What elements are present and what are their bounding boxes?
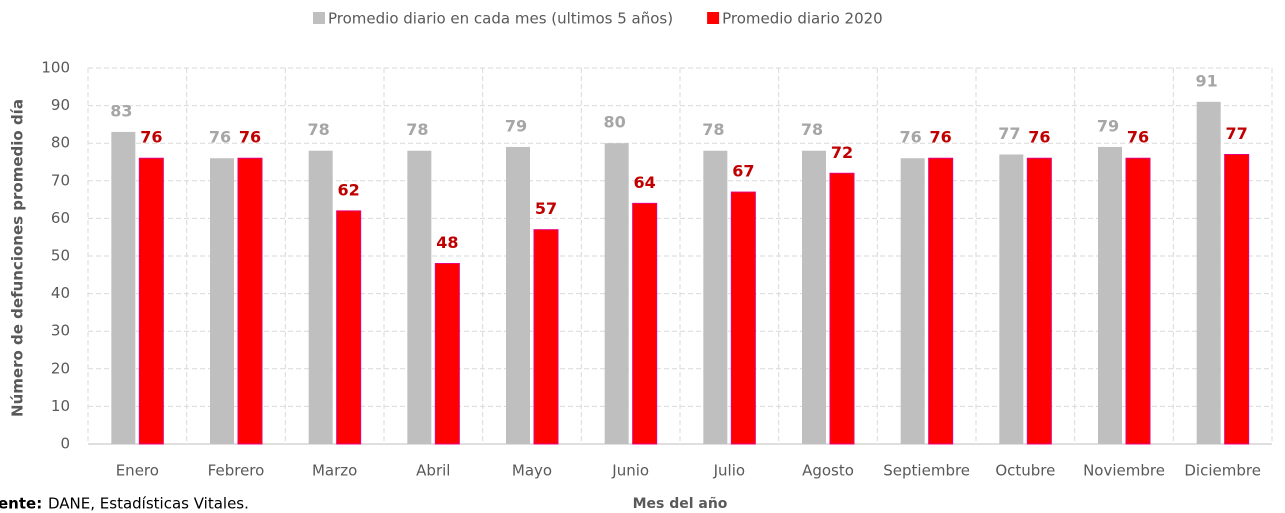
data-label: 83 (110, 101, 132, 120)
bar (533, 229, 559, 445)
bar (829, 172, 855, 445)
x-tick-label: Enero (116, 462, 159, 480)
bar (703, 150, 728, 444)
x-tick-label: Junio (611, 462, 649, 480)
data-label: 76 (1028, 128, 1050, 147)
bar (1098, 146, 1122, 444)
data-label: 76 (930, 128, 952, 147)
x-tick-label: Agosto (802, 462, 854, 480)
bar (730, 191, 756, 445)
data-label: 78 (308, 120, 330, 139)
data-label: 76 (140, 128, 162, 147)
source-label: ente: (0, 495, 42, 513)
data-label: 48 (436, 233, 458, 252)
legend-label: Promedio diario en cada mes (ultimos 5 a… (328, 10, 673, 28)
bar (1125, 157, 1151, 445)
data-label: 57 (535, 199, 557, 218)
bar (999, 154, 1024, 445)
data-label: 76 (239, 128, 261, 147)
bar (802, 150, 826, 444)
x-axis-title: Mes del año (633, 496, 728, 512)
y-tick-label: 50 (51, 247, 70, 265)
y-tick-label: 40 (51, 284, 70, 302)
bar (1224, 153, 1250, 445)
bar (632, 202, 658, 445)
y-tick-label: 20 (51, 359, 70, 377)
y-tick-label: 100 (41, 59, 70, 77)
y-tick-label: 70 (51, 171, 70, 189)
y-tick-label: 10 (51, 397, 70, 415)
bar (928, 157, 954, 445)
bar (506, 146, 530, 444)
x-tick-label: Octubre (995, 462, 1055, 480)
bar (900, 158, 925, 445)
y-tick-label: 90 (51, 96, 70, 114)
data-label: 80 (604, 113, 626, 132)
bar (1026, 157, 1052, 445)
data-label: 91 (1196, 71, 1218, 90)
bar (336, 210, 362, 445)
x-tick-label: Abril (416, 462, 450, 480)
bar (138, 157, 164, 445)
data-label: 76 (900, 128, 922, 147)
x-tick-label: Diciembre (1184, 462, 1261, 480)
data-label: 78 (406, 120, 428, 139)
y-tick-label: 60 (51, 209, 70, 227)
y-tick-label: 30 (51, 322, 70, 340)
x-tick-label: Septiembre (883, 462, 970, 480)
legend-swatch (313, 12, 325, 24)
bar (407, 150, 432, 444)
data-label: 79 (1097, 116, 1119, 135)
data-label: 62 (338, 180, 360, 199)
data-label: 77 (998, 124, 1020, 143)
bar (237, 157, 263, 445)
legend-label: Promedio diario 2020 (722, 10, 883, 28)
data-label: 76 (1127, 128, 1149, 147)
bar (210, 158, 234, 445)
data-label: 72 (831, 143, 853, 162)
data-label: 76 (209, 128, 231, 147)
data-label: 79 (505, 116, 527, 135)
data-label: 77 (1226, 124, 1248, 143)
bar (604, 143, 629, 444)
y-axis-title: Número de defunciones promedio día (9, 99, 27, 417)
data-label: 64 (634, 173, 656, 192)
x-tick-label: Mayo (512, 462, 552, 480)
data-label: 78 (801, 120, 823, 139)
x-tick-label: Febrero (208, 462, 265, 480)
data-label: 78 (702, 120, 724, 139)
bar (434, 263, 460, 445)
bar (111, 131, 136, 445)
bar (308, 150, 333, 444)
x-tick-label: Noviembre (1083, 462, 1165, 480)
bar (1196, 101, 1221, 444)
legend-swatch (707, 12, 720, 24)
y-tick-label: 0 (60, 435, 70, 453)
data-label: 67 (732, 162, 754, 181)
x-tick-label: Marzo (312, 462, 357, 480)
source-text: DANE, Estadísticas Vitales. (48, 495, 249, 513)
y-tick-label: 80 (51, 134, 70, 152)
x-tick-label: Julio (713, 462, 745, 480)
